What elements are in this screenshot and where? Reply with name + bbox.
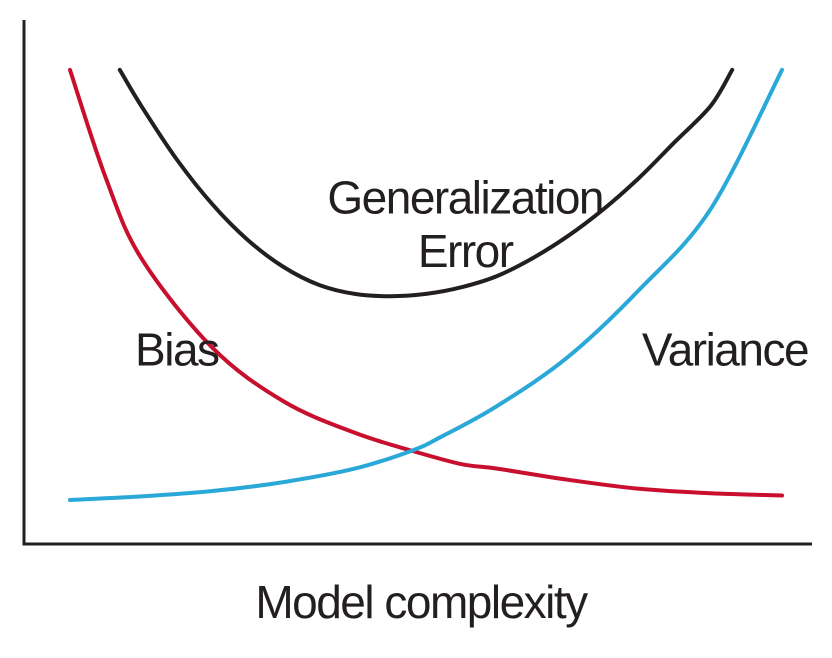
series-line-variance xyxy=(68,67,784,502)
axes xyxy=(22,20,812,546)
annotation-bias: Bias xyxy=(135,324,219,376)
series-layer xyxy=(68,67,784,502)
x-axis-label: Model complexity xyxy=(255,576,588,628)
series-line-bias xyxy=(68,67,784,498)
annotation-generalization-error-2: Error xyxy=(418,225,514,277)
annotation-variance: Variance xyxy=(642,324,808,376)
series-line-generalization-error xyxy=(117,67,735,299)
annotation-generalization-error-1: Generalization xyxy=(327,171,603,223)
